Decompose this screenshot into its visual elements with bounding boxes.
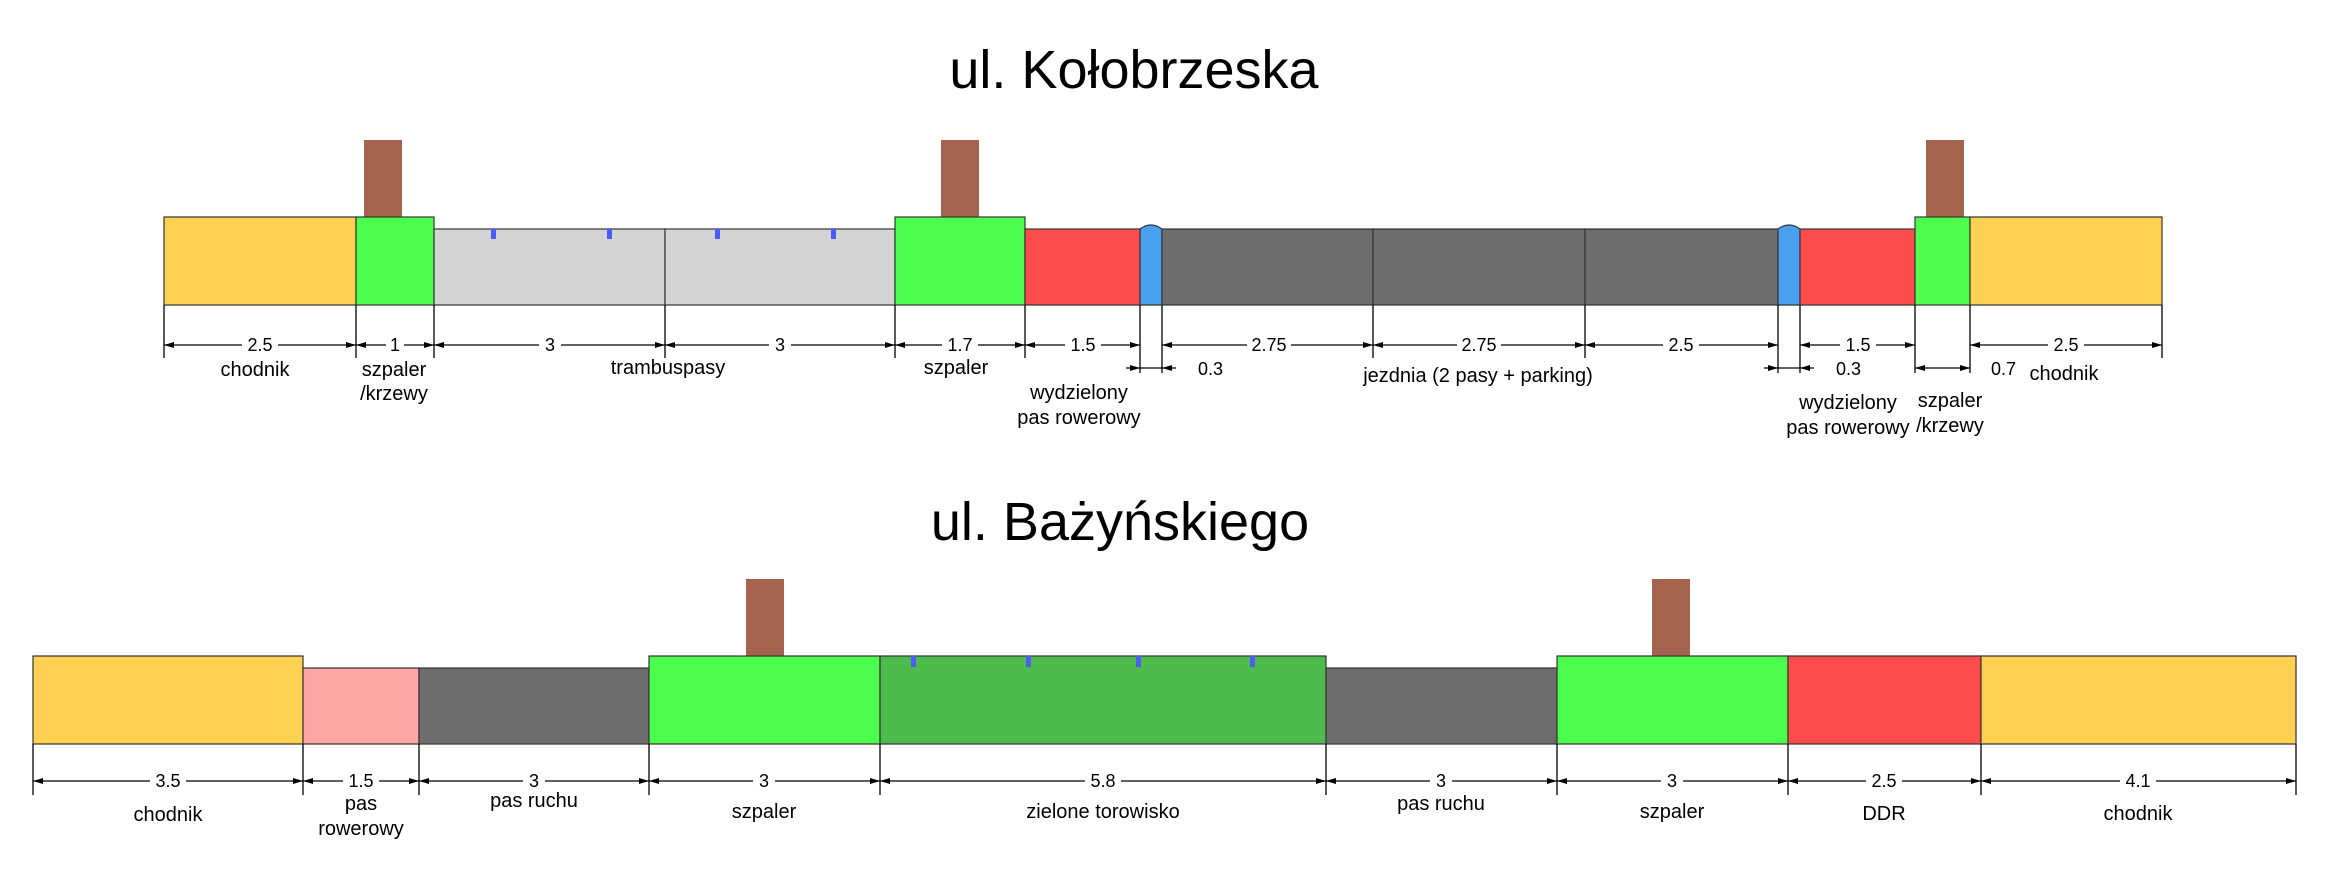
segment-label: pas rowerowy [1017, 407, 1140, 429]
rail-marker [831, 229, 836, 239]
dimension-value: 2.5 [1871, 771, 1896, 791]
section-title-kolobrzeska: ul. Kołobrzeska [949, 40, 1319, 100]
dimension-value: 3.5 [155, 771, 180, 791]
segment-pas-ruchu [1325, 667, 1558, 745]
segment-label: pas rowerowy [1786, 417, 1909, 439]
rail-marker [491, 229, 496, 239]
rail-marker [607, 229, 612, 239]
dimension-value: 3 [1667, 771, 1677, 791]
tree-trunk [746, 579, 784, 657]
segment-label: szpaler [732, 801, 797, 823]
dimension-value: 1.5 [1845, 335, 1870, 355]
segment-label: zielone torowisko [1026, 801, 1179, 823]
dimension-value: 4.1 [2125, 771, 2150, 791]
segment-szpaler-krzewy [355, 216, 435, 306]
segment-pas-rowerowy [1024, 228, 1141, 306]
segment-label: szpaler [924, 357, 989, 379]
dimension-value: 1 [390, 335, 400, 355]
dimension-value: 2.5 [1668, 335, 1693, 355]
rail-marker [911, 656, 916, 667]
dimension-ticks [32, 744, 2297, 795]
segment-chodnik [1980, 655, 2297, 745]
segment-pas-rowerowy [302, 667, 420, 745]
segment-zielone-torowisko [879, 655, 1327, 745]
dimension-value: 3 [545, 335, 555, 355]
segment-label: wydzielony [1798, 392, 1897, 414]
segment-szpaler [1556, 655, 1789, 745]
segment-separator [1777, 224, 1801, 306]
dimension-ticks [163, 305, 2163, 373]
segment-label: /krzewy [1916, 415, 1984, 437]
segment-szpaler [648, 655, 881, 745]
tree-trunk [1926, 140, 1964, 218]
dimension-value: 3 [1436, 771, 1446, 791]
segment-label: DDR [1862, 803, 1905, 825]
segment-label: rowerowy [318, 818, 404, 840]
rail-marker [1136, 656, 1141, 667]
section-bazynskiego: ul. Bażyńskiego [32, 492, 2297, 840]
segment-ddr [1787, 655, 1982, 745]
segment-pas-rowerowy [1799, 228, 1916, 306]
segment-chodnik [163, 216, 357, 306]
dimension-value: 1.7 [947, 335, 972, 355]
segment-label: chodnik [2030, 363, 2100, 385]
dimension-value: 2.5 [2053, 335, 2078, 355]
dimension-value: 3 [529, 771, 539, 791]
segment-jezdnia [1372, 228, 1586, 306]
dimension-value: 0.7 [1991, 359, 2016, 379]
tree-trunk [364, 140, 402, 218]
group-label: jezdnia (2 pasy + parking) [1362, 365, 1593, 387]
dimension-lines [33, 778, 2296, 784]
segment-label: szpaler [1640, 801, 1705, 823]
section-title-bazynskiego: ul. Bażyńskiego [931, 492, 1309, 552]
rail-marker [1250, 656, 1255, 667]
segment-szpaler-krzewy [1914, 216, 1971, 306]
segment-label: chodnik [2104, 803, 2174, 825]
segment-jezdnia [1161, 228, 1374, 306]
segment-chodnik [1969, 216, 2163, 306]
dimension-value: 5.8 [1090, 771, 1115, 791]
segment-pas-ruchu [418, 667, 650, 745]
dimension-value: 1.5 [348, 771, 373, 791]
dimension-value: 3 [775, 335, 785, 355]
rail-marker [1026, 656, 1031, 667]
segment-trambuspas [664, 228, 896, 306]
segment-parking [1584, 228, 1779, 306]
dimension-value: 2.5 [247, 335, 272, 355]
segment-label: chodnik [221, 359, 291, 381]
tree-trunk [941, 140, 979, 218]
dimension-value: 3 [759, 771, 769, 791]
tree-trunk [1652, 579, 1690, 657]
segment-label: /krzewy [360, 383, 428, 405]
dimension-value: 2.75 [1461, 335, 1496, 355]
dimension-value: 1.5 [1070, 335, 1095, 355]
segment-label: szpaler [1918, 390, 1983, 412]
section-kolobrzeska: ul. Kołobrzeska [163, 40, 2163, 439]
dimension-value: 0.3 [1198, 359, 1223, 379]
segment-label: pas ruchu [490, 790, 578, 812]
segment-label: pas ruchu [1397, 793, 1485, 815]
dimension-value: 2.75 [1251, 335, 1286, 355]
segment-trambuspas [433, 228, 666, 306]
segment-chodnik [32, 655, 304, 745]
dimension-value: 0.3 [1836, 359, 1861, 379]
segment-label: wydzielony [1029, 382, 1128, 404]
segment-separator [1139, 224, 1163, 306]
segment-szpaler [894, 216, 1026, 306]
segment-label: pas [345, 793, 377, 815]
segment-label: szpaler [362, 359, 427, 381]
group-label: trambuspasy [611, 357, 726, 379]
rail-marker [715, 229, 720, 239]
segment-label: chodnik [134, 804, 204, 826]
